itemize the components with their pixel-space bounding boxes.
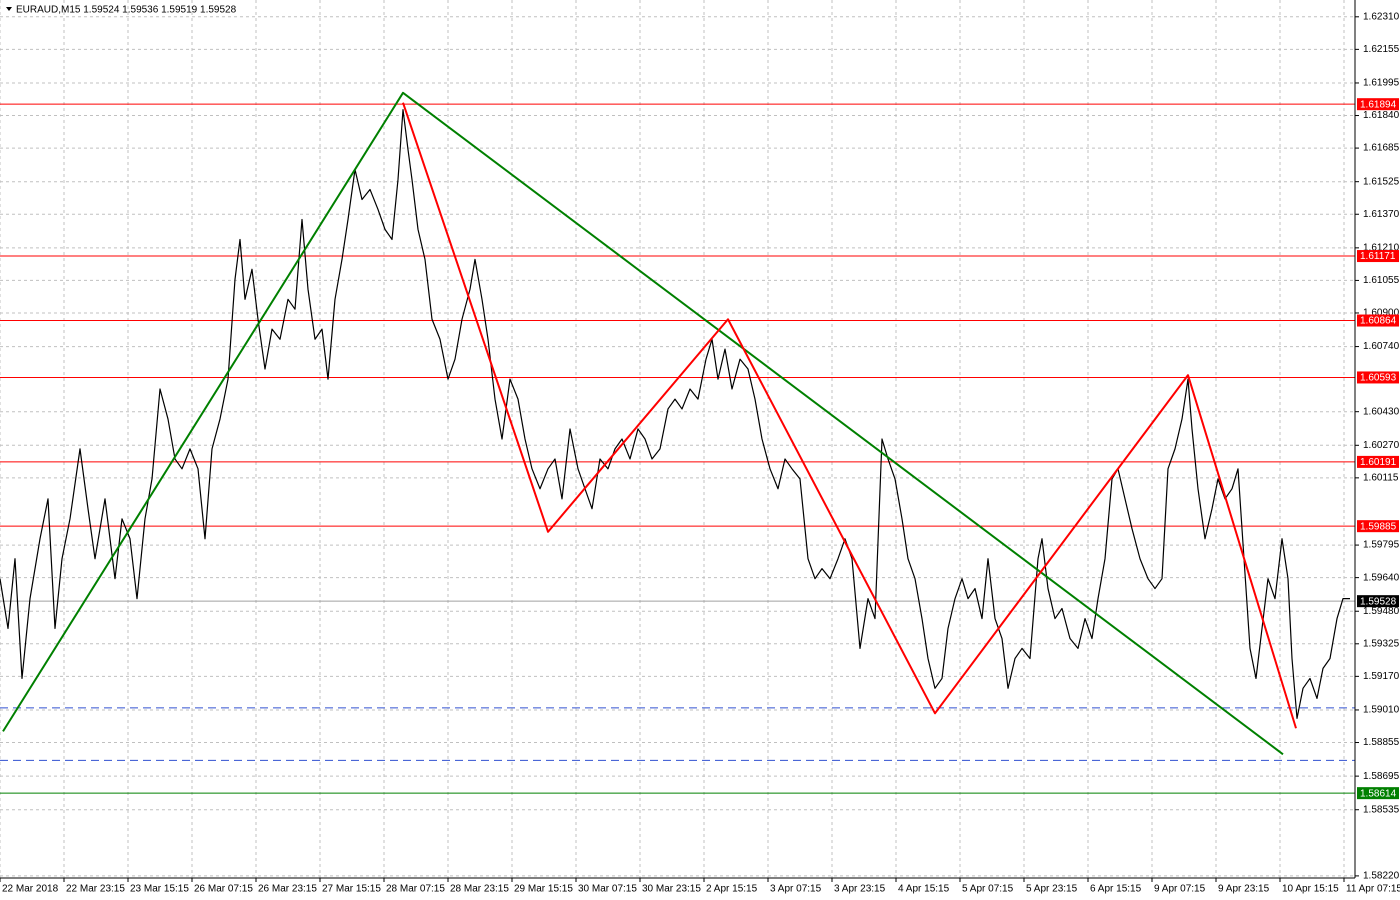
level-label-bg — [1357, 250, 1399, 263]
x-tick-label: 28 Mar 23:15 — [450, 884, 509, 895]
zigzag-line — [402, 102, 1297, 729]
level-label-bg — [1357, 520, 1399, 533]
y-tick-label: 1.61995 — [1363, 78, 1400, 89]
y-tick-label: 1.61840 — [1363, 110, 1400, 121]
level-label: 1.60864 — [1360, 316, 1397, 327]
y-tick-label: 1.59170 — [1363, 671, 1400, 682]
y-tick-label: 1.61370 — [1363, 209, 1400, 220]
y-tick-label: 1.61210 — [1363, 242, 1400, 253]
level-label: 1.58614 — [1360, 788, 1397, 799]
level-label-bg — [1357, 371, 1399, 384]
axis-labels: 1.62310 1.62155 1.61995 1.61840 1.61685 1.615… — [0, 11, 1400, 895]
y-tick-label: 1.58855 — [1363, 737, 1400, 748]
level-label-bg — [1357, 595, 1399, 608]
x-tick-label: 6 Apr 15:15 — [1090, 884, 1142, 895]
x-tick-label: 5 Apr 07:15 — [962, 884, 1014, 895]
x-tick-label: 9 Apr 07:15 — [1154, 884, 1206, 895]
y-tick-label: 1.61525 — [1363, 176, 1400, 187]
level-label-bg — [1357, 787, 1399, 800]
x-tick-label: 28 Mar 07:15 — [386, 884, 445, 895]
y-tick-label: 1.58535 — [1363, 804, 1400, 815]
x-tick-label: 10 Apr 15:15 — [1282, 884, 1339, 895]
x-tick-label: 22 Mar 23:15 — [66, 884, 125, 895]
plot-area — [0, 91, 1355, 794]
y-tick-label: 1.60270 — [1363, 440, 1400, 451]
level-label-bg — [1357, 98, 1399, 111]
x-tick-label: 11 Apr 07:15 — [1346, 884, 1400, 895]
y-tick-label: 1.58220 — [1363, 871, 1400, 882]
x-tick-label: 27 Mar 15:15 — [322, 884, 381, 895]
x-tick-label: 2 Apr 15:15 — [706, 884, 758, 895]
level-label: 1.61894 — [1360, 99, 1397, 110]
level-label: 1.60593 — [1360, 373, 1397, 384]
y-tick-label: 1.59010 — [1363, 705, 1400, 716]
y-tick-label: 1.62155 — [1363, 44, 1400, 55]
x-tick-label: 5 Apr 23:15 — [1026, 884, 1078, 895]
x-tick-label: 9 Apr 23:15 — [1218, 884, 1270, 895]
y-tick-label: 1.59480 — [1363, 606, 1400, 617]
y-tick-label: 1.60430 — [1363, 406, 1400, 417]
x-tick-label: 23 Mar 15:15 — [130, 884, 189, 895]
y-tick-label: 1.59640 — [1363, 572, 1400, 583]
x-tick-label: 4 Apr 15:15 — [898, 884, 950, 895]
price-line — [0, 109, 1350, 719]
grid — [0, 0, 1355, 878]
zigzag-line — [2, 91, 1284, 756]
level-label: 1.59528 — [1360, 596, 1397, 607]
level-label: 1.61171 — [1360, 251, 1396, 262]
x-tick-label: 26 Mar 23:15 — [258, 884, 317, 895]
y-tick-label: 1.58695 — [1363, 771, 1400, 782]
x-tick-label: 30 Mar 23:15 — [642, 884, 701, 895]
x-tick-label: 22 Mar 2018 — [2, 884, 59, 895]
x-tick-label: 3 Apr 23:15 — [834, 884, 886, 895]
y-tick-label: 1.61055 — [1363, 275, 1400, 286]
y-tick-label: 1.60115 — [1363, 472, 1399, 483]
level-label: 1.60191 — [1360, 457, 1397, 468]
menu-icon — [6, 7, 12, 11]
level-label-bg — [1357, 455, 1399, 468]
x-tick-label: 30 Mar 07:15 — [578, 884, 637, 895]
level-label: 1.59885 — [1360, 521, 1397, 532]
y-tick-label: 1.59795 — [1363, 540, 1400, 551]
x-tick-label: 3 Apr 07:15 — [770, 884, 822, 895]
y-tick-label: 1.61685 — [1363, 143, 1400, 154]
y-tick-label: 1.62310 — [1363, 11, 1400, 22]
y-tick-label: 1.60740 — [1363, 341, 1400, 352]
x-tick-label: 26 Mar 07:15 — [194, 884, 253, 895]
chart-title: EURAUD,M15 1.59524 1.59536 1.59519 1.595… — [16, 5, 237, 16]
y-tick-label: 1.60900 — [1363, 308, 1400, 319]
y-tick-label: 1.59325 — [1363, 638, 1400, 649]
x-tick-label: 29 Mar 15:15 — [514, 884, 573, 895]
level-label-bg — [1357, 314, 1399, 327]
